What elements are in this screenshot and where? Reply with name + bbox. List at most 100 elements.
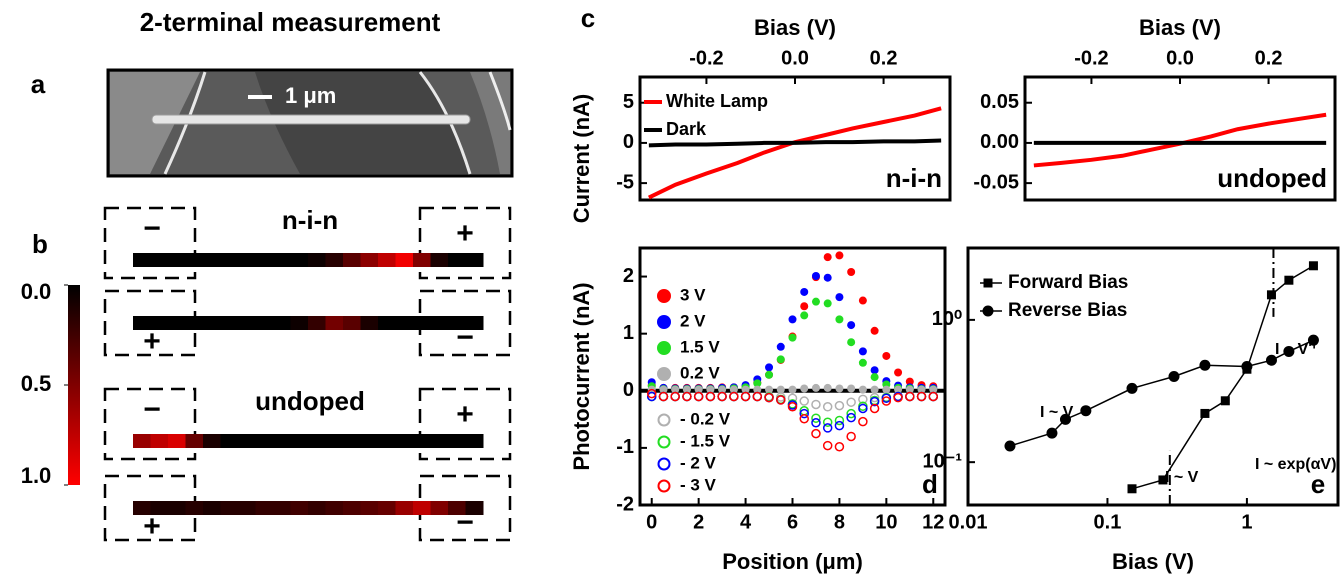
photocurrent-segment xyxy=(308,434,326,448)
data-point xyxy=(753,385,762,394)
data-point xyxy=(646,388,657,399)
x-axis-label: Position (μm) xyxy=(722,549,863,574)
figure-title: 2-terminal measurement xyxy=(140,7,441,37)
data-point xyxy=(788,385,797,394)
data-point xyxy=(894,368,903,377)
polarity-left: − xyxy=(143,393,161,426)
photocurrent-segment xyxy=(413,316,431,330)
y-tick-label: 0.05 xyxy=(980,91,1019,113)
polarity-left: + xyxy=(143,325,161,358)
data-point xyxy=(776,342,785,351)
photocurrent-segment xyxy=(220,501,239,515)
photocurrent-segment xyxy=(430,434,449,448)
annotation: I ~ exp(αV) xyxy=(1255,456,1336,473)
legend-label: 2 V xyxy=(680,311,706,330)
photocurrent-segment xyxy=(360,434,379,448)
photocurrent-segment xyxy=(343,316,361,330)
y-tick-label: 0 xyxy=(623,379,634,401)
data-point xyxy=(1241,361,1253,373)
y-tick-label: 2 xyxy=(623,265,634,287)
annotation: n-i-n xyxy=(886,163,942,193)
x-tick-label: 0.2 xyxy=(1255,47,1283,69)
legend-marker xyxy=(657,315,671,329)
x-tick-label: 6 xyxy=(787,511,798,533)
data-point xyxy=(835,251,844,260)
annotation-text: I ~ V xyxy=(1040,404,1074,421)
data-point xyxy=(858,358,867,367)
data-point xyxy=(869,403,880,414)
data-point xyxy=(1284,275,1294,285)
photocurrent-segment xyxy=(430,253,449,267)
scale-bar-label: 1 μm xyxy=(285,83,336,108)
data-point xyxy=(882,385,891,394)
photocurrent-segment xyxy=(255,501,274,515)
data-point xyxy=(776,395,786,405)
data-point xyxy=(893,392,903,403)
photocurrent-segment xyxy=(273,501,291,515)
data-point xyxy=(823,253,832,262)
data-point xyxy=(1220,396,1230,406)
data-point xyxy=(682,385,691,394)
photocurrent-segment xyxy=(273,253,291,267)
data-point xyxy=(834,420,845,431)
legend-marker xyxy=(657,479,671,493)
y-tick-label: -1 xyxy=(616,436,634,458)
data-point xyxy=(847,384,856,393)
data-point xyxy=(858,416,868,427)
legend-marker xyxy=(982,305,994,317)
photocurrent-segment xyxy=(185,501,204,515)
data-point xyxy=(776,385,785,394)
annotation: I ~ V xyxy=(1040,404,1074,421)
x-tick-label: 0 xyxy=(646,511,657,533)
data-point xyxy=(1308,261,1318,271)
photocurrent-segment xyxy=(150,501,169,515)
legend-marker xyxy=(657,341,671,355)
data-point xyxy=(916,391,927,402)
data-point xyxy=(1200,408,1210,418)
data-point xyxy=(658,391,669,402)
photocurrent-segment xyxy=(308,253,326,267)
x-axis-label: Bias (V) xyxy=(1112,549,1194,574)
photocurrent-segment xyxy=(273,316,291,330)
polarity-left: − xyxy=(143,212,161,245)
data-point xyxy=(740,391,751,402)
data-point xyxy=(1168,371,1180,382)
photocurrent-segment xyxy=(133,253,151,267)
data-point xyxy=(822,440,833,451)
data-point xyxy=(799,414,809,424)
photocurrent-segment xyxy=(325,316,344,330)
colorbar-tick-label: 1.0 xyxy=(21,463,52,488)
legend-label: 1.5 V xyxy=(680,337,720,356)
data-point xyxy=(811,399,821,410)
legend-label: - 0.2 V xyxy=(680,409,731,428)
photocurrent-segment xyxy=(378,434,396,448)
photocurrent-segment xyxy=(150,253,169,267)
photocurrent-segment xyxy=(203,434,221,448)
data-point xyxy=(870,366,879,375)
photocurrent-segment xyxy=(168,253,186,267)
data-point xyxy=(800,287,809,296)
legend-label: - 3 V xyxy=(680,475,717,494)
series-line xyxy=(648,138,942,148)
data-point xyxy=(847,338,856,347)
annotation-text: I ~ exp(αV) xyxy=(1255,456,1336,473)
data-point xyxy=(752,391,763,402)
legend-marker xyxy=(657,289,671,303)
data-point xyxy=(764,392,774,403)
data-point xyxy=(835,293,844,302)
data-point xyxy=(894,385,903,394)
polarity-right: + xyxy=(456,398,474,431)
data-point xyxy=(869,392,880,403)
data-point xyxy=(846,412,856,423)
data-point xyxy=(1126,382,1138,394)
x-tick-label: 0.01 xyxy=(949,511,988,533)
legend-label: Dark xyxy=(666,119,707,139)
legend-label: Reverse Bias xyxy=(1008,300,1127,321)
polarity-right: + xyxy=(456,217,474,250)
photocurrent-segment xyxy=(430,501,449,515)
data-point xyxy=(705,391,716,402)
data-point xyxy=(1199,359,1211,371)
electrode-box xyxy=(103,387,197,461)
data-point xyxy=(717,391,727,402)
data-point xyxy=(905,377,914,386)
